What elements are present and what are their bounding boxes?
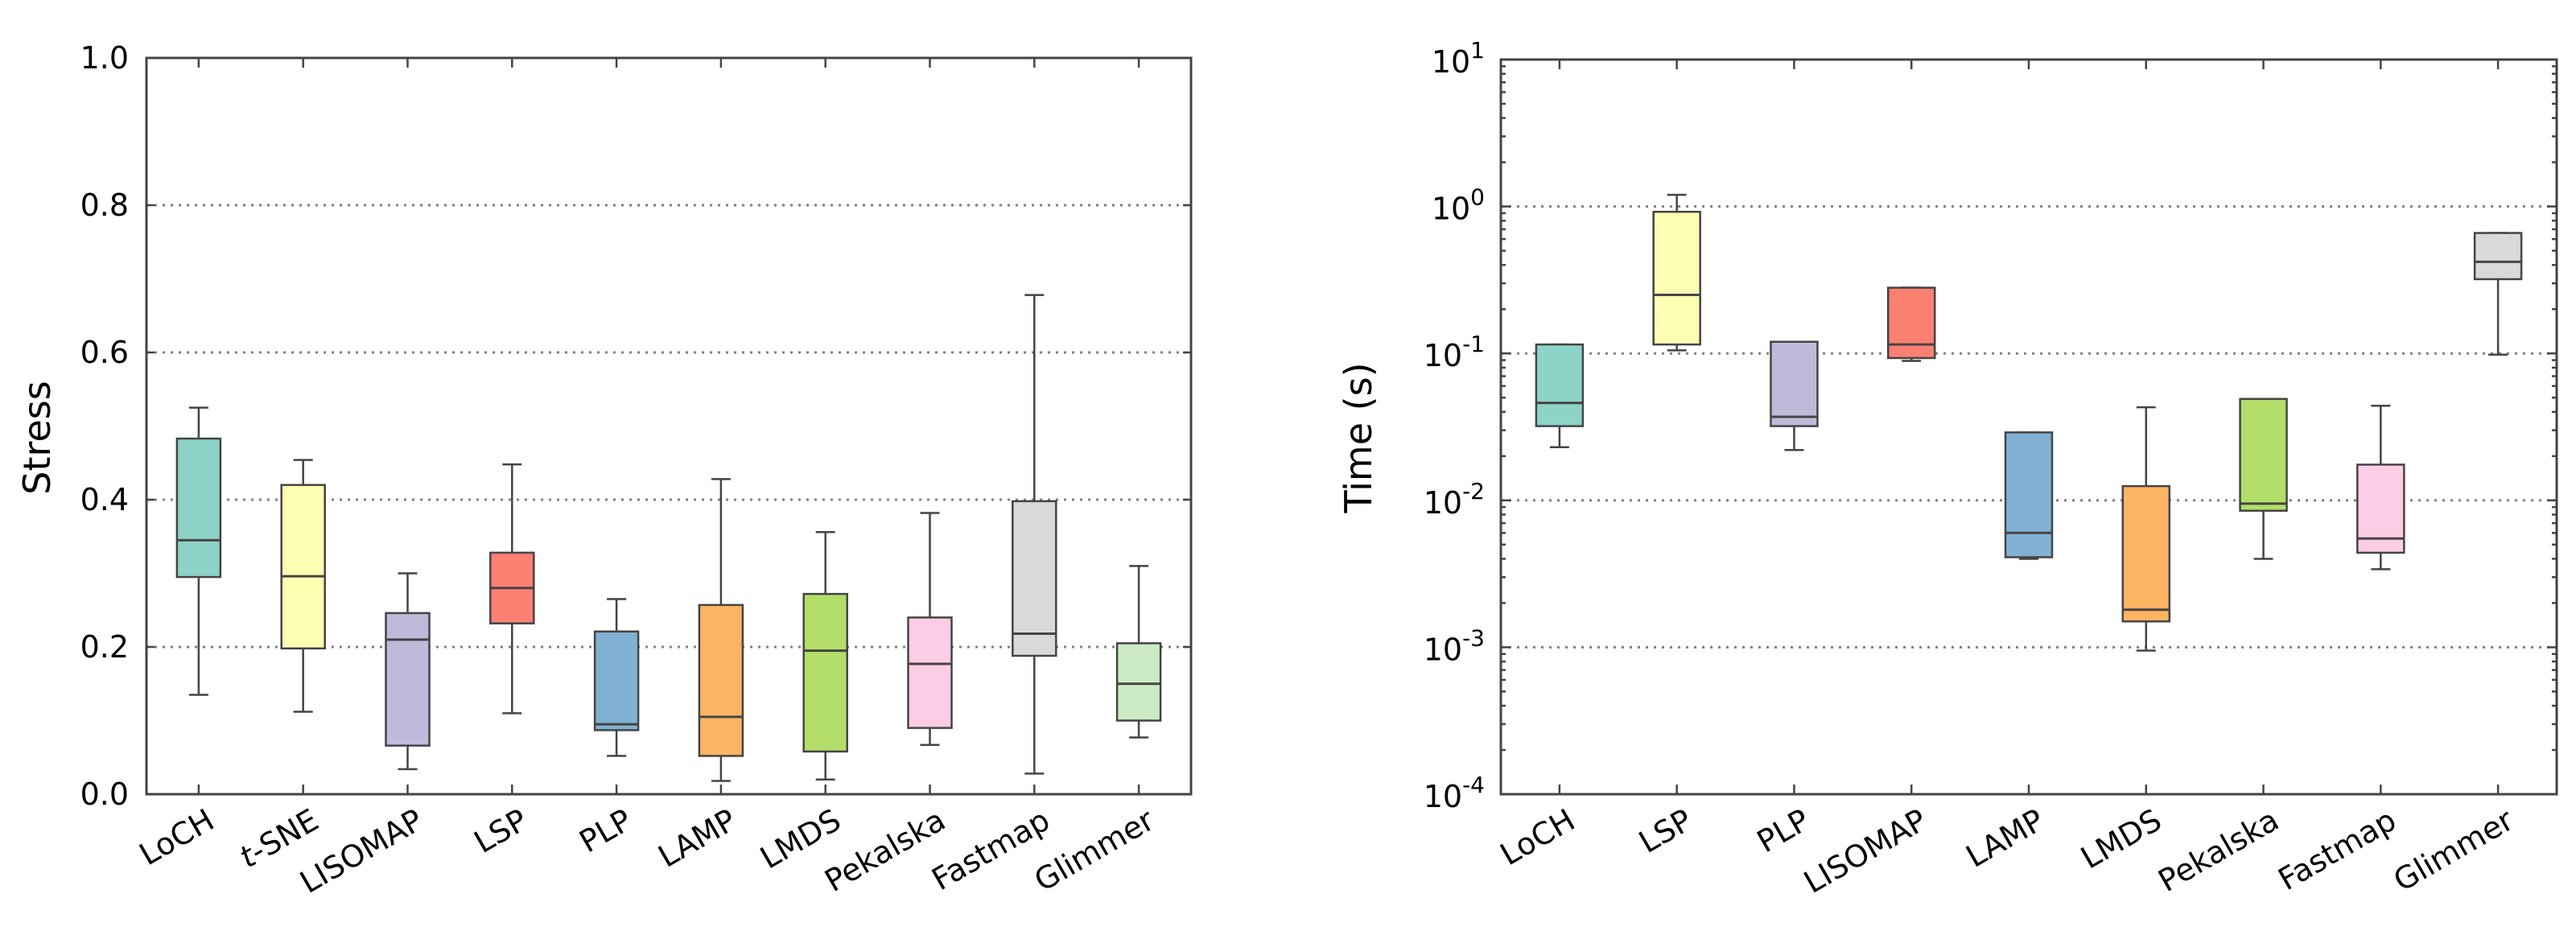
y-tick-label: 10-2 <box>1424 478 1485 521</box>
y-tick-label: 0.6 <box>80 335 129 370</box>
iqr-box <box>2121 484 2171 623</box>
iqr-box <box>175 437 222 579</box>
box-plp <box>593 598 640 757</box>
y-tick-label: 10-4 <box>1424 772 1485 814</box>
iqr-box <box>2239 398 2288 512</box>
x-tick-label: LMDS <box>2075 802 2167 876</box>
x-tick-label: LoCH <box>1494 802 1581 873</box>
iqr-box <box>1115 642 1162 722</box>
y-axis-label: Time (s) <box>1337 362 1380 513</box>
x-tick-label: Fastmap <box>926 802 1056 897</box>
box-glimmer <box>1115 565 1162 739</box>
box-t-sne <box>280 459 326 713</box>
iqr-box <box>593 630 640 731</box>
y-axis-label: Stress <box>15 381 59 494</box>
x-tick-label: Pekalska <box>818 802 951 899</box>
x-tick-label: Glimmer <box>2388 802 2520 899</box>
x-tick-label: Pekalska <box>2153 802 2285 899</box>
y-tick-label: 1.0 <box>80 40 129 76</box>
x-tick-label: Fastmap <box>2273 802 2402 897</box>
iqr-box <box>385 612 431 747</box>
box-lmds <box>802 531 848 781</box>
y-tick-label: 0.4 <box>80 482 129 517</box>
box-lisomap <box>385 572 431 771</box>
box-loch <box>175 406 222 696</box>
x-tick-label: LISOMAP <box>1798 802 1933 900</box>
box-lmds <box>2121 406 2171 652</box>
plot-frame <box>1499 58 2558 796</box>
iqr-box <box>1886 286 1936 360</box>
iqr-box <box>1012 500 1057 657</box>
y-tick-label: 100 <box>1432 184 1485 227</box>
x-tick-label: LoCH <box>134 802 221 873</box>
x-tick-label: LSP <box>1633 802 1698 860</box>
box-lsp <box>1652 193 1701 352</box>
iqr-box <box>1770 340 1819 427</box>
x-tick-label: LAMP <box>653 802 743 875</box>
y-tick-label: 0.0 <box>80 777 129 812</box>
y-tick-label: 10-1 <box>1424 331 1485 373</box>
box-fastmap <box>2356 405 2405 571</box>
iqr-box <box>2473 232 2523 281</box>
box-loch <box>1535 343 1585 448</box>
box-lamp <box>698 478 744 782</box>
box-pekalska <box>907 512 953 746</box>
iqr-box <box>698 604 744 757</box>
y-tick-label: 0.2 <box>80 629 129 665</box>
box-glimmer <box>2473 232 2523 356</box>
iqr-box <box>1652 210 1701 346</box>
y-tick-label: 0.8 <box>80 187 129 223</box>
y-tick-label: 10-3 <box>1424 624 1485 667</box>
box-fastmap <box>1012 294 1057 775</box>
x-tick-label: Glimmer <box>1028 802 1160 899</box>
x-tick-label: PLP <box>574 802 638 860</box>
iqr-box <box>1535 343 1585 427</box>
plot-frame <box>145 56 1193 796</box>
box-pekalska <box>2239 398 2288 560</box>
y-tick-label: 101 <box>1432 37 1485 80</box>
x-tick-label: LSP <box>468 802 534 860</box>
x-tick-label: PLP <box>1751 802 1816 860</box>
box-lisomap <box>1886 286 1936 362</box>
iqr-box <box>280 484 326 650</box>
box-lamp <box>2004 431 2054 560</box>
iqr-box <box>907 616 953 729</box>
iqr-box <box>802 592 848 753</box>
box-lsp <box>489 463 535 715</box>
box-plp <box>1770 340 1819 451</box>
iqr-box <box>2004 431 2054 558</box>
time-boxplot: 10-4 10-3 10-2 10-1 100 101 Time (s) LoCH LSP PLP… <box>1337 37 2558 900</box>
x-tick-label: LAMP <box>1960 802 2050 875</box>
